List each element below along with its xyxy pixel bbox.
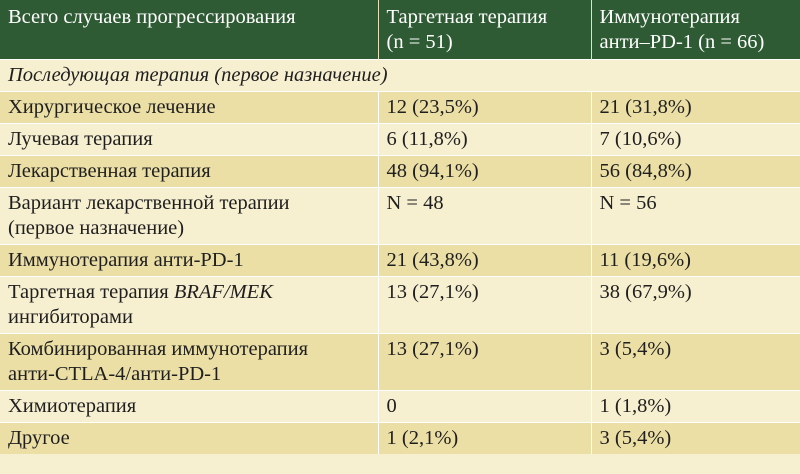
immuno-value: 21 (31,8%) xyxy=(591,91,800,124)
table-row: Другое 1 (2,1%) 3 (5,4%) xyxy=(0,422,800,454)
targeted-value: 13 (27,1%) xyxy=(378,276,592,334)
immuno-value: 11 (19,6%) xyxy=(591,244,800,277)
immuno-value: 3 (5,4%) xyxy=(591,422,800,454)
immuno-value: 56 (84,8%) xyxy=(591,155,800,188)
row-label-line1: Вариант лекарственной терапии xyxy=(8,192,290,214)
row-label-italic: BRAF/MEK xyxy=(173,281,273,303)
section-title: Последующая терапия (первое назначение) xyxy=(0,59,800,92)
targeted-value: 21 (43,8%) xyxy=(378,244,592,277)
table-row: Иммунотерапия анти-PD-1 21 (43,8%) 11 (1… xyxy=(0,244,800,277)
table-row: Лучевая терапия 6 (11,8%) 7 (10,6%) xyxy=(0,123,800,156)
immuno-value: 7 (10,6%) xyxy=(591,123,800,156)
header-col2-line2: (n = 51) xyxy=(386,31,453,53)
table-row: Хирургическое лечение 12 (23,5%) 21 (31,… xyxy=(0,91,800,124)
row-label-line2: ингибиторами xyxy=(8,306,133,328)
immuno-value: N = 56 xyxy=(591,187,800,245)
table-row: Химиотерапия 0 1 (1,8%) xyxy=(0,390,800,423)
progression-table: Всего случаев прогрессирования Таргетная… xyxy=(0,0,800,454)
row-label: Лекарственная терапия xyxy=(0,155,379,188)
header-col3-line1: Иммунотерапия xyxy=(599,6,740,28)
targeted-value: 13 (27,1%) xyxy=(378,333,592,391)
row-label: Хирургическое лечение xyxy=(0,91,379,124)
targeted-value: 1 (2,1%) xyxy=(378,422,592,454)
header-col3-line2: анти–PD-1 (n = 66) xyxy=(599,31,765,53)
table-row: Лекарственная терапия 48 (94,1%) 56 (84,… xyxy=(0,155,800,188)
row-label: Комбинированная иммунотерапия анти-CTLA-4… xyxy=(0,333,379,391)
row-label: Лучевая терапия xyxy=(0,123,379,156)
header-immunotherapy: Иммунотерапия анти–PD-1 (n = 66) xyxy=(591,0,800,60)
targeted-value: 12 (23,5%) xyxy=(378,91,592,124)
targeted-value: N = 48 xyxy=(378,187,592,245)
row-label-line2: (первое назначение) xyxy=(8,217,185,239)
row-label-line1: Комбинированная иммунотерапия xyxy=(8,338,309,360)
header-col1-text: Всего случаев прогрессирования xyxy=(8,6,296,28)
header-col2-line1: Таргетная терапия xyxy=(386,6,548,28)
immuno-value: 38 (67,9%) xyxy=(591,276,800,334)
row-label: Иммунотерапия анти-PD-1 xyxy=(0,244,379,277)
row-label: Таргетная терапия BRAF/MEK ингибиторами xyxy=(0,276,379,334)
immuno-value: 1 (1,8%) xyxy=(591,390,800,423)
table-row: Комбинированная иммунотерапия анти-CTLA-4… xyxy=(0,333,800,391)
targeted-value: 0 xyxy=(378,390,592,423)
row-label-prefix: Таргетная терапия xyxy=(8,281,174,303)
targeted-value: 6 (11,8%) xyxy=(378,123,592,156)
row-label: Другое xyxy=(0,422,379,454)
header-total-progression: Всего случаев прогрессирования xyxy=(0,0,379,60)
row-label: Химиотерапия xyxy=(0,390,379,423)
header-targeted-therapy: Таргетная терапия (n = 51) xyxy=(378,0,592,60)
targeted-value: 48 (94,1%) xyxy=(378,155,592,188)
immuno-value: 3 (5,4%) xyxy=(591,333,800,391)
row-label: Вариант лекарственной терапии (первое наз… xyxy=(0,187,379,245)
section-row: Последующая терапия (первое назначение) xyxy=(0,59,800,92)
table-row: Таргетная терапия BRAF/MEK ингибиторами 1… xyxy=(0,276,800,334)
table-row: Вариант лекарственной терапии (первое наз… xyxy=(0,187,800,245)
row-label-line2: анти-CTLA-4/анти-PD-1 xyxy=(8,363,222,385)
header-row: Всего случаев прогрессирования Таргетная… xyxy=(0,0,800,60)
